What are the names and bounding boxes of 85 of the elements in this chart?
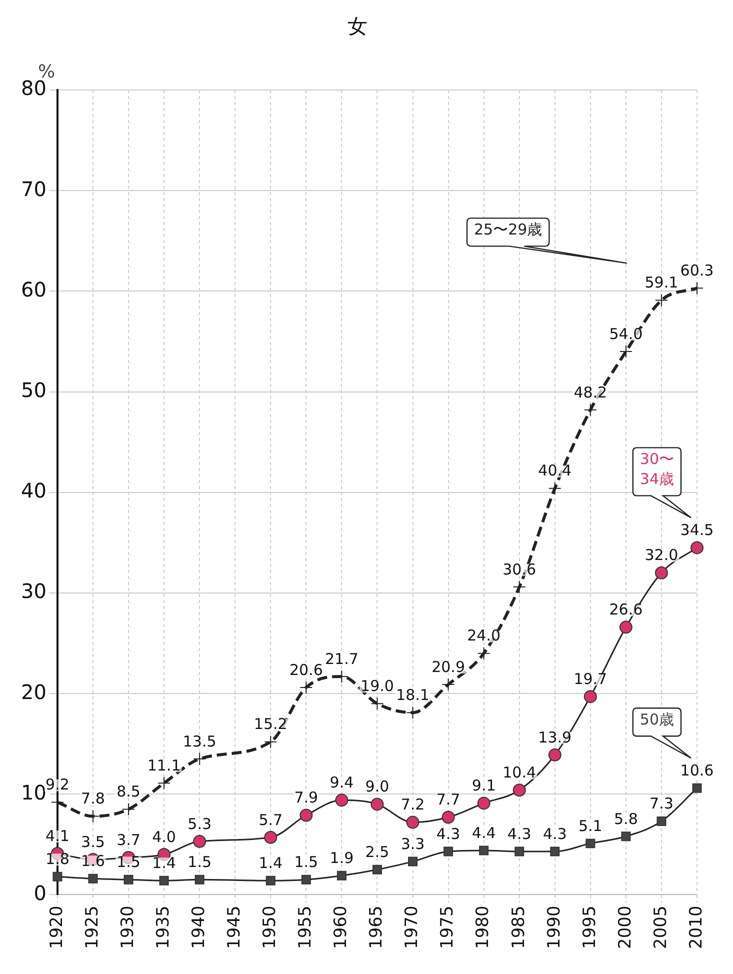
data-label: 19.0 — [360, 677, 394, 695]
data-label: 3.5 — [81, 832, 105, 851]
y-tick-label: 50 — [20, 378, 46, 402]
data-label: 34.5 — [680, 521, 714, 540]
data-label: 1.6 — [81, 852, 105, 870]
x-tick-label: 1950 — [260, 906, 280, 949]
data-label: 2.5 — [365, 842, 390, 861]
data-label: 1.5 — [188, 853, 212, 872]
data-label: 7.7 — [436, 790, 460, 809]
data-label: 9.0 — [365, 778, 390, 796]
data-label: 4.0 — [152, 828, 176, 846]
data-label: 7.9 — [294, 788, 318, 807]
data-label: 5.3 — [188, 814, 212, 833]
data-label: 59.1 — [644, 274, 678, 292]
data-label: 4.1 — [46, 826, 70, 845]
y-tick-label: 70 — [20, 176, 46, 201]
data-label: 1.5 — [116, 853, 140, 872]
data-label: 1.9 — [330, 849, 354, 868]
data-label: 1.5 — [294, 853, 318, 872]
data-label: 1.4 — [152, 854, 176, 872]
x-tick-label: 1985 — [508, 906, 529, 949]
data-label: 13.9 — [538, 728, 572, 746]
data-label: 4.3 — [507, 824, 532, 843]
data-label: 54.0 — [609, 324, 643, 343]
x-tick-label: 1955 — [296, 906, 316, 949]
x-tick-label: 1935 — [153, 906, 174, 949]
text: 50歳 — [640, 710, 674, 728]
data-label: 19.7 — [574, 670, 608, 688]
data-label: 40.4 — [538, 462, 572, 480]
data-label: 9.4 — [330, 774, 354, 792]
x-tick-label: 1990 — [544, 906, 564, 949]
x-tick-label: 1940 — [188, 906, 209, 949]
data-label: 10.6 — [680, 762, 714, 780]
data-label: 60.3 — [680, 262, 714, 280]
data-label: 15.2 — [254, 715, 288, 734]
data-label: 4.3 — [542, 824, 567, 843]
x-tick-label: 1965 — [366, 906, 387, 949]
chart-title: 女 — [348, 14, 368, 38]
data-label: 4.4 — [472, 824, 496, 842]
data-label: 1.4 — [258, 854, 283, 872]
x-tick-label: 2005 — [650, 906, 671, 949]
data-label: 8.5 — [116, 782, 140, 801]
data-label: 1.8 — [46, 850, 70, 868]
data-label: 18.1 — [396, 686, 430, 704]
data-label: 11.1 — [147, 756, 181, 774]
x-tick-label: 1970 — [402, 906, 422, 949]
data-label: 4.3 — [436, 824, 460, 843]
data-label: 5.1 — [578, 816, 602, 835]
data-label: 30.6 — [502, 560, 536, 578]
x-tick-label: 2000 — [615, 906, 636, 949]
data-label: 21.7 — [324, 650, 358, 668]
data-label: 7.3 — [650, 794, 674, 813]
data-label: 9.2 — [46, 776, 70, 794]
x-tick-label: 1920 — [46, 906, 67, 949]
data-label: 20.9 — [432, 658, 465, 676]
data-label: 13.5 — [182, 732, 216, 750]
x-tick-label: 1925 — [82, 906, 102, 949]
x-tick-label: 1995 — [580, 906, 600, 949]
text: 25〜29歳 — [474, 220, 542, 239]
y-tick-label: 0 — [34, 880, 46, 905]
data-label: 3.7 — [116, 830, 140, 849]
data-label: 7.8 — [81, 790, 105, 808]
y-tick-label: 30 — [20, 579, 46, 604]
x-tick-label: 1975 — [438, 906, 458, 949]
y-tick-label: 40 — [20, 478, 46, 503]
y-tick-label: 20 — [20, 680, 46, 704]
data-label: 10.4 — [502, 764, 536, 782]
x-tick-label: 2010 — [686, 906, 706, 949]
data-label: 9.1 — [472, 776, 496, 795]
data-label: 20.6 — [289, 660, 323, 679]
data-label: 5.7 — [258, 810, 283, 829]
data-label: 24.0 — [467, 626, 501, 645]
y-tick-label: 10 — [20, 780, 46, 804]
data-label: 5.8 — [614, 810, 638, 828]
x-tick-label: 1960 — [331, 906, 352, 949]
data-label: 3.3 — [400, 834, 425, 853]
y-tick-label: 60 — [20, 277, 46, 302]
x-tick-label: 1930 — [118, 906, 138, 949]
data-label: 26.6 — [609, 600, 643, 619]
x-tick-label: 1945 — [224, 906, 245, 949]
text: 30〜34歳 — [640, 450, 674, 488]
data-label: 48.2 — [574, 383, 608, 402]
data-label: 32.0 — [644, 546, 678, 564]
data-label: 7.2 — [400, 796, 425, 814]
x-tick-label: 1980 — [473, 906, 494, 949]
